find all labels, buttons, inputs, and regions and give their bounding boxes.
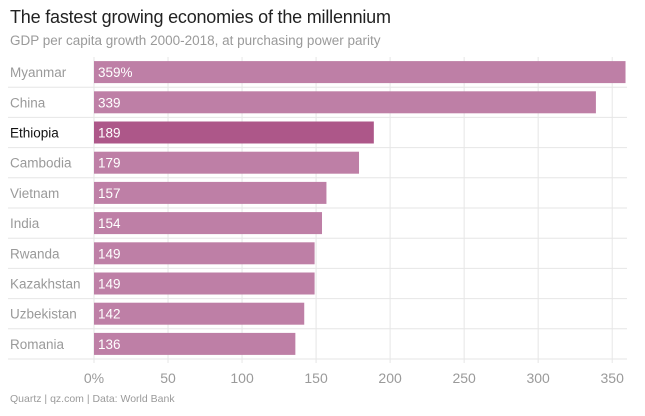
bar: [94, 332, 296, 355]
x-tick-label: 200: [378, 370, 402, 386]
bar-value-label: 157: [98, 186, 121, 201]
bar-value-label: 149: [98, 277, 121, 292]
bar-value-label: 149: [98, 246, 121, 261]
category-label: Vietnam: [10, 186, 59, 201]
bar: [94, 302, 305, 325]
category-label: Kazakhstan: [10, 277, 81, 292]
category-label: Ethiopia: [10, 126, 59, 141]
bar: [94, 181, 327, 204]
bar-value-label: 189: [98, 126, 121, 141]
bar-value-label: 359%: [98, 65, 133, 80]
category-label: Uzbekistan: [10, 307, 77, 322]
x-tick-label: 350: [601, 370, 625, 386]
bar: [94, 61, 626, 84]
bar-value-label: 179: [98, 156, 121, 171]
bar-value-label: 136: [98, 337, 121, 352]
category-label: Myanmar: [10, 65, 67, 80]
bar-value-label: 142: [98, 307, 121, 322]
category-label: Cambodia: [10, 156, 72, 171]
x-tick-label: 300: [526, 370, 550, 386]
category-label: Rwanda: [10, 246, 60, 261]
bar-value-label: 339: [98, 95, 121, 110]
bar: [94, 121, 374, 144]
bar-value-label: 154: [98, 216, 121, 231]
chart-title: The fastest growing economies of the mil…: [10, 7, 391, 27]
category-label: Romania: [10, 337, 65, 352]
bar: [94, 212, 323, 235]
category-label: China: [10, 95, 46, 110]
x-tick-label: 50: [160, 370, 176, 386]
bar: [94, 242, 315, 265]
bar: [94, 272, 315, 295]
x-tick-label: 0%: [84, 370, 104, 386]
source-note: Quartz | qz.com | Data: World Bank: [10, 393, 175, 405]
bar: [94, 151, 360, 174]
x-tick-label: 150: [304, 370, 328, 386]
x-tick-label: 100: [230, 370, 254, 386]
chart-subtitle: GDP per capita growth 2000-2018, at purc…: [10, 33, 381, 48]
bar: [94, 91, 596, 114]
category-label: India: [10, 216, 40, 231]
x-tick-label: 250: [452, 370, 476, 386]
